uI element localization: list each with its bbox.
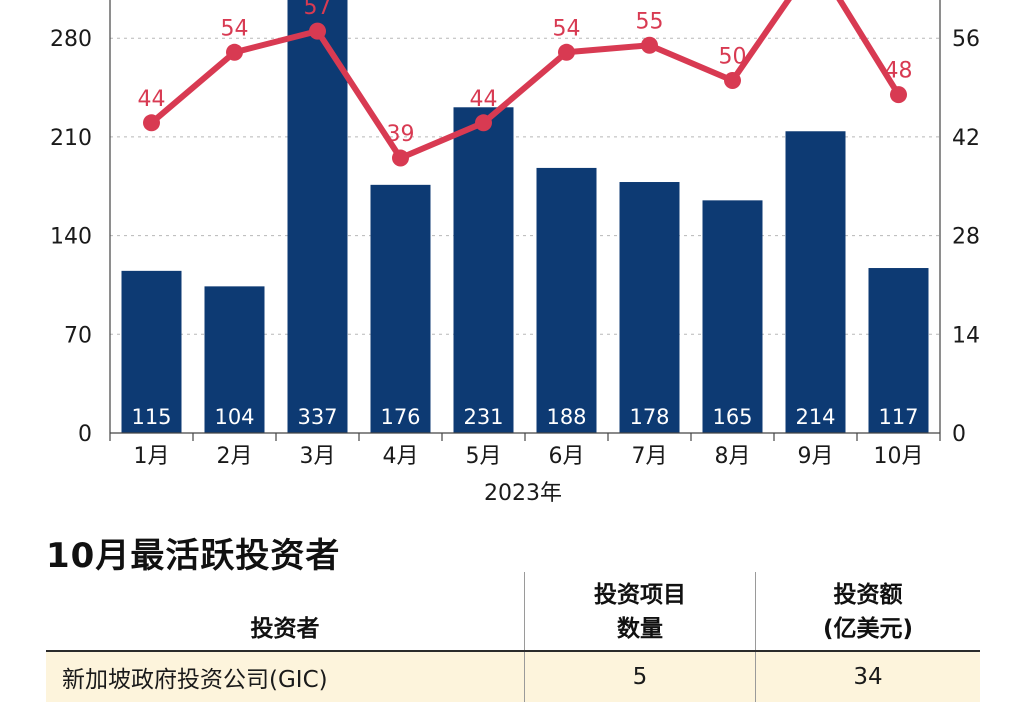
x-tick-label: 4月 — [383, 444, 419, 469]
left-tick-label: 140 — [50, 225, 92, 250]
right-tick-label: 28 — [952, 225, 980, 250]
right-tick-label: 42 — [952, 126, 980, 151]
right-tick-label: 14 — [952, 323, 980, 348]
bar — [619, 182, 680, 433]
bar — [287, 0, 348, 433]
x-tick-label: 5月 — [466, 444, 502, 469]
bar-value-label: 165 — [712, 405, 752, 429]
line-point — [724, 72, 741, 89]
axes: 0 70 140 210 280 0 14 28 42 56 1月 2月 3月 4月 5月 6月 7月 8月 9月 1… — [50, 0, 980, 469]
bar-value-label: 337 — [297, 405, 337, 429]
grid-lines — [110, 37, 940, 335]
line-point — [890, 86, 907, 104]
x-tick-label: 8月 — [715, 444, 751, 469]
line-value-label: 44 — [470, 87, 498, 112]
line-value-label: 55 — [636, 9, 664, 34]
left-tick-label: 210 — [50, 126, 92, 151]
line-value-label: 54 — [553, 16, 581, 41]
bar — [868, 268, 929, 433]
bar — [121, 270, 182, 433]
bar — [702, 200, 763, 433]
right-tick-label: 0 — [952, 422, 966, 447]
table-header-row: 投资者 投资项目 数量 投资额 (亿美元) — [46, 572, 980, 651]
bar-value-label: 115 — [131, 405, 171, 429]
cell-count: 5 — [524, 651, 756, 702]
line-series: 44545739445455506748 — [138, 0, 913, 167]
line-point — [309, 22, 326, 40]
bar-value-label: 214 — [795, 405, 835, 429]
bar-value-label: 176 — [380, 405, 420, 429]
x-tick-label: 1月 — [134, 444, 170, 469]
bar-value-label: 231 — [463, 405, 503, 429]
line-point — [641, 36, 658, 54]
line-point — [558, 43, 575, 61]
bars: 115 104 337 176 231 188 178 165 214 117 — [121, 0, 929, 434]
x-tick-label: 6月 — [549, 444, 585, 469]
cell-investor: 新加坡政府投资公司(GIC) — [46, 651, 525, 702]
left-tick-label: 0 — [78, 422, 92, 447]
line-value-label: 50 — [719, 45, 747, 70]
line-point — [392, 149, 409, 167]
line-value-label: 54 — [221, 16, 249, 41]
table-title: 10月最活跃投资者 — [46, 536, 341, 576]
bar — [204, 286, 265, 433]
investor-table: 投资者 投资项目 数量 投资额 (亿美元) 新加坡政府投资公司(GIC) 5 3… — [46, 572, 980, 702]
left-tick-label: 70 — [64, 323, 92, 348]
table-row: 新加坡政府投资公司(GIC) 5 34 — [46, 651, 980, 702]
line-path — [149, 0, 902, 162]
line-point — [143, 114, 160, 132]
header-investor: 投资者 — [250, 616, 320, 642]
line-point — [226, 43, 243, 61]
bar-value-label: 178 — [629, 405, 669, 429]
line-point — [475, 114, 492, 132]
x-axis-title: 2023年 — [484, 481, 562, 506]
bar — [785, 131, 846, 433]
line-value-label: 39 — [387, 122, 415, 147]
bar — [370, 184, 431, 433]
bar — [536, 167, 597, 434]
line-value-label: 57 — [304, 0, 332, 20]
bar-value-label: 117 — [878, 405, 918, 429]
bar-value-label: 104 — [214, 405, 254, 429]
header-amount: 投资额 (亿美元) — [822, 582, 914, 642]
combo-chart: 115 104 337 176 231 188 178 165 214 117 070140210… — [50, 0, 980, 506]
bar-value-label: 188 — [546, 405, 586, 429]
x-tick-label: 3月 — [300, 444, 336, 469]
left-tick-label: 280 — [50, 27, 92, 52]
bar — [453, 107, 514, 433]
x-tick-label: 2月 — [217, 444, 253, 469]
x-tick-label: 7月 — [632, 444, 668, 469]
right-tick-label: 56 — [952, 27, 980, 52]
header-count: 投资项目 数量 — [524, 572, 756, 651]
line-value-label: 48 — [885, 59, 913, 84]
x-tick-label: 9月 — [798, 444, 834, 469]
x-tick-label: 10月 — [874, 444, 924, 469]
cell-amount: 34 — [755, 651, 980, 702]
line-value-label: 44 — [138, 87, 166, 112]
